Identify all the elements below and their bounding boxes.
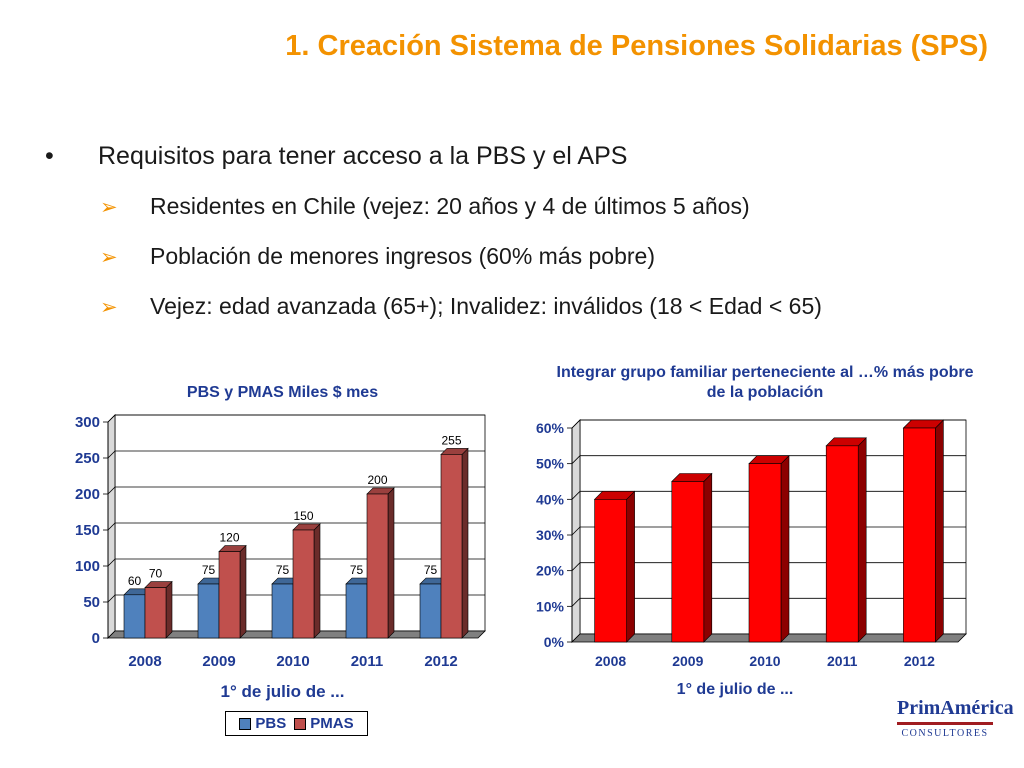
y-tick-label: 0% <box>544 634 565 650</box>
gridline <box>107 450 485 459</box>
gridline <box>107 558 485 567</box>
slide-title: 1. Creación Sistema de Pensiones Solidar… <box>285 30 988 62</box>
bar <box>144 580 173 639</box>
sub-bullet-text: Población de menores ingresos (60% más p… <box>150 243 655 269</box>
x-tick-label: 2010 <box>276 653 309 670</box>
main-bullet: • Requisitos para tener acceso a la PBS y… <box>45 142 627 171</box>
gridline <box>107 486 485 495</box>
sub-bullet: ➢ Residentes en Chile (vejez: 20 años y 4… <box>100 193 750 220</box>
chart1-xlabel: 1° de julio de ... <box>220 682 345 701</box>
sub-bullet-text: Vejez: edad avanzada (65+); Invalidez: i… <box>150 293 822 319</box>
bar <box>748 454 790 643</box>
arrow-bullet-icon: ➢ <box>100 246 118 269</box>
x-tick-label: 2012 <box>424 653 457 670</box>
y-tick-label: 40% <box>536 491 565 507</box>
logo-name: PrimAmérica <box>897 697 1014 719</box>
bar <box>218 544 247 639</box>
bar <box>440 447 469 639</box>
primamerica-logo: PrimAmérica CONSULTORES <box>897 697 1014 739</box>
logo-subtitle: CONSULTORES <box>901 728 989 739</box>
legend-label-pbs: PBS <box>255 715 287 732</box>
chart2-title: Integrar grupo familiar perteneciente al… <box>556 364 974 401</box>
gridline <box>107 414 485 423</box>
y-tick-label: 60% <box>536 420 565 436</box>
data-label: 70 <box>149 567 163 581</box>
bar-side <box>780 454 790 643</box>
data-label: 120 <box>219 531 239 545</box>
x-tick-label: 2011 <box>827 653 858 669</box>
sub-bullet: ➢ Vejez: edad avanzada (65+); Invalidez: … <box>100 293 822 320</box>
arrow-bullet-icon: ➢ <box>100 296 118 319</box>
y-tick-label: 250 <box>75 450 100 467</box>
sub-bullet: ➢ Población de menores ingresos (60% más … <box>100 243 655 270</box>
data-label: 60 <box>128 574 142 588</box>
bar-front <box>594 499 627 643</box>
bar-front <box>825 445 859 643</box>
y-tick-label: 50% <box>536 456 565 472</box>
data-label: 200 <box>367 473 387 487</box>
bar-front <box>218 551 241 639</box>
chart2-xlabel: 1° de julio de ... <box>676 681 794 698</box>
y-tick-label: 50 <box>83 594 100 611</box>
y-tick-label: 150 <box>75 522 100 539</box>
bar-front <box>366 493 389 639</box>
y-tick-label: 30% <box>536 527 565 543</box>
bar-front <box>671 481 705 643</box>
arrow-bullet-icon: ➢ <box>100 196 118 219</box>
bar-front <box>440 454 463 639</box>
legend-swatch-pbs <box>239 717 252 730</box>
bar <box>825 437 867 643</box>
bar <box>671 472 713 643</box>
gridline <box>107 522 485 531</box>
logo-bar <box>897 722 993 725</box>
data-label: 150 <box>293 509 313 523</box>
bar-side <box>935 419 944 643</box>
bar-side <box>857 437 867 643</box>
y-tick-label: 100 <box>75 558 100 575</box>
y-tick-label: 20% <box>536 563 565 579</box>
x-tick-label: 2011 <box>351 653 384 670</box>
bar-side <box>626 490 635 643</box>
data-label: 75 <box>276 563 290 577</box>
x-tick-label: 2012 <box>904 653 935 669</box>
bar-front <box>903 427 936 643</box>
x-tick-label: 2008 <box>128 653 161 670</box>
main-bullet-text: Requisitos para tener acceso a la PBS y … <box>98 142 628 170</box>
bar-front <box>748 463 782 643</box>
bar <box>593 490 636 643</box>
legend-item-pmas: PMAS <box>294 715 354 732</box>
y-tick-label: 10% <box>536 598 565 614</box>
legend-item-pbs: PBS <box>239 715 286 732</box>
bar-front <box>144 587 167 639</box>
legend-swatch-pmas <box>294 717 307 730</box>
x-tick-label: 2009 <box>202 653 235 670</box>
sub-bullet-text: Residentes en Chile (vejez: 20 años y 4 … <box>150 193 750 219</box>
legend-label-pmas: PMAS <box>310 715 354 732</box>
y-tick-label: 200 <box>75 486 100 503</box>
x-tick-label: 2009 <box>672 653 703 669</box>
bar <box>292 523 321 639</box>
data-label: 75 <box>424 563 438 577</box>
y-tick-label: 300 <box>75 414 100 431</box>
gridline <box>571 419 966 429</box>
data-label: 75 <box>350 563 364 577</box>
bullet-marker: • <box>45 142 54 170</box>
bar <box>902 419 945 643</box>
y-tick-label: 0 <box>92 630 100 647</box>
chart1-legend: PBS PMAS <box>225 711 368 736</box>
x-tick-label: 2008 <box>595 653 626 669</box>
data-label: 75 <box>202 563 216 577</box>
x-tick-label: 2010 <box>749 653 780 669</box>
bar <box>366 487 395 639</box>
bar-front <box>292 529 315 639</box>
chart1-title: PBS y PMAS Miles $ mes <box>186 384 379 401</box>
data-label: 255 <box>441 433 461 447</box>
bar-side <box>703 472 713 643</box>
